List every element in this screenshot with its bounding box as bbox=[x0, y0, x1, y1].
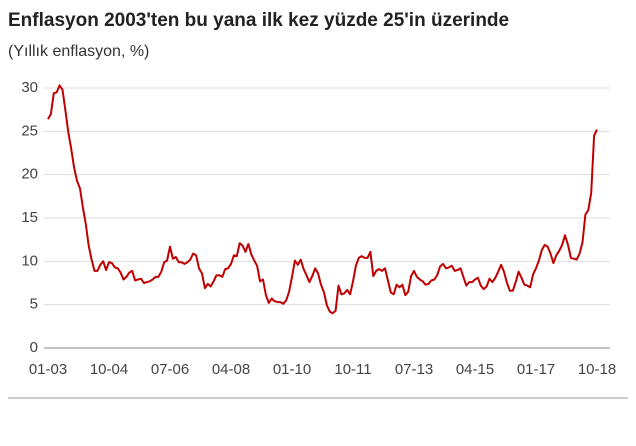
y-tick-label: 30 bbox=[21, 79, 38, 96]
y-tick-label: 0 bbox=[30, 339, 38, 356]
x-tick-label: 01-10 bbox=[273, 361, 311, 378]
y-tick-label: 15 bbox=[21, 209, 38, 226]
x-tick-label: 10-04 bbox=[90, 361, 128, 378]
y-tick-label: 5 bbox=[30, 296, 38, 313]
x-tick-label: 04-15 bbox=[456, 361, 494, 378]
chart-title: Enflasyon 2003'ten bu yana ilk kez yüzde… bbox=[8, 10, 509, 31]
x-tick-label: 07-06 bbox=[151, 361, 189, 378]
x-tick-label: 07-13 bbox=[395, 361, 433, 378]
data-line bbox=[47, 84, 598, 315]
x-tick-label: 01-03 bbox=[29, 361, 67, 378]
x-tick-label: 01-17 bbox=[517, 361, 555, 378]
y-tick-label: 10 bbox=[21, 252, 38, 269]
x-tick-label: 04-08 bbox=[212, 361, 250, 378]
x-tick-label: 10-11 bbox=[334, 361, 371, 378]
x-tick-label: 10-18 bbox=[578, 361, 616, 378]
y-tick-label: 25 bbox=[21, 122, 38, 139]
chart-subtitle: (Yıllık enflasyon, %) bbox=[8, 43, 149, 60]
y-tick-label: 20 bbox=[21, 166, 38, 183]
